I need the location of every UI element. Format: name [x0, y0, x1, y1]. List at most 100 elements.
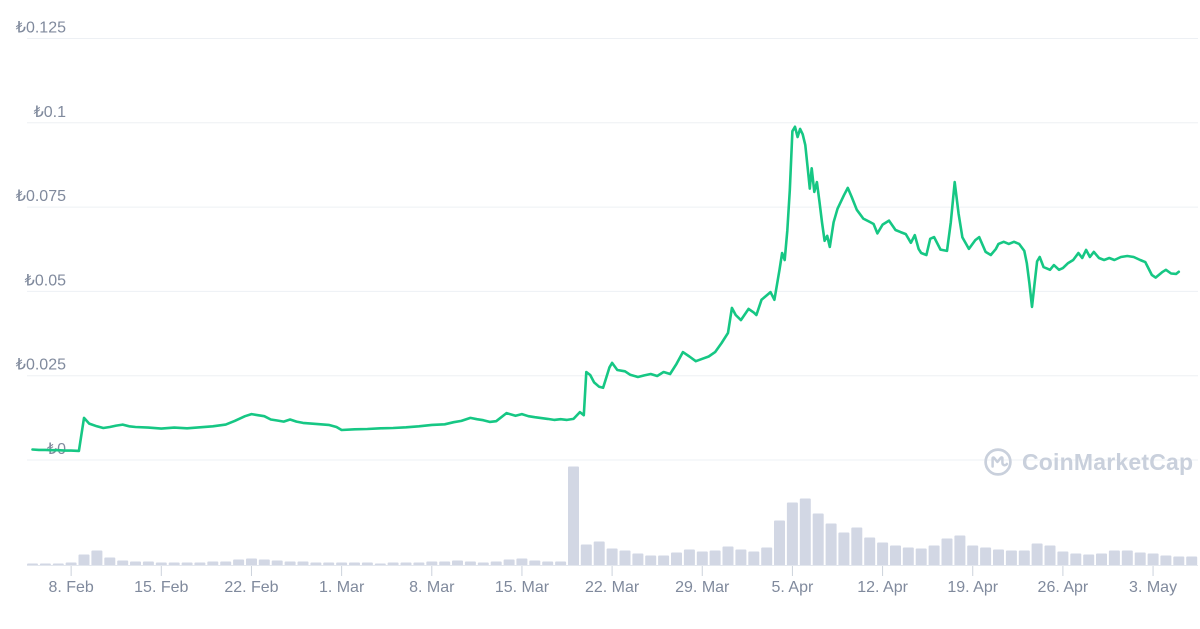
volume-bar[interactable] [516, 558, 528, 566]
volume-bar[interactable] [632, 553, 644, 566]
x-axis-label: 8. Feb [48, 579, 93, 596]
volume-bar[interactable] [941, 538, 953, 566]
volume-bar[interactable] [426, 561, 438, 566]
volume-bar[interactable] [387, 562, 399, 566]
volume-bar[interactable] [130, 561, 141, 566]
volume-bar[interactable] [1160, 555, 1172, 566]
volume-bar[interactable] [413, 562, 425, 566]
volume-bar[interactable] [928, 545, 940, 566]
volume-bar[interactable] [722, 546, 734, 566]
volume-bar[interactable] [220, 561, 232, 566]
x-axis-label: 19. Apr [947, 579, 998, 596]
volume-bar[interactable] [696, 551, 708, 566]
volume-bar[interactable] [1031, 543, 1043, 566]
volume-bar[interactable] [761, 547, 773, 566]
volume-bar[interactable] [361, 562, 373, 566]
volume-bar[interactable] [78, 554, 90, 566]
y-axis-label: ₺0.075 [16, 188, 66, 205]
volume-bar[interactable] [477, 562, 489, 566]
volume-bar[interactable] [825, 523, 837, 566]
x-axis-label: 1. Mar [319, 579, 365, 596]
volume-bar[interactable] [568, 466, 579, 566]
volume-bar[interactable] [774, 520, 785, 566]
volume-bar[interactable] [799, 498, 811, 566]
y-axis-label: ₺0.125 [16, 20, 66, 37]
volume-bar[interactable] [993, 549, 1004, 566]
volume-bar[interactable] [246, 558, 257, 566]
x-axis-label: 3. May [1129, 579, 1177, 596]
volume-bar[interactable] [323, 562, 335, 566]
volume-bar[interactable] [735, 549, 747, 566]
volume-bar[interactable] [1147, 553, 1159, 566]
volume-bar[interactable] [310, 562, 322, 566]
volume-bar[interactable] [155, 562, 167, 566]
price-line[interactable] [31, 125, 1181, 453]
volume-bar[interactable] [619, 550, 631, 566]
volume-bar[interactable] [593, 541, 605, 566]
volume-bar[interactable] [1005, 550, 1017, 566]
volume-bar[interactable] [233, 559, 245, 566]
y-axis-label: ₺0.05 [25, 272, 66, 289]
volume-bar[interactable] [400, 562, 412, 566]
volume-bar[interactable] [104, 557, 116, 566]
volume-bar[interactable] [91, 550, 103, 566]
y-axis-label: ₺0.1 [34, 104, 67, 121]
volume-bar[interactable] [1018, 550, 1030, 566]
volume-bar[interactable] [980, 547, 992, 566]
volume-bar[interactable] [1121, 550, 1133, 566]
volume-bar[interactable] [1096, 553, 1107, 566]
volume-bar[interactable] [671, 552, 682, 566]
volume-bar[interactable] [258, 559, 270, 566]
volume-bar[interactable] [439, 561, 451, 566]
volume-bar[interactable] [786, 502, 798, 566]
volume-bar[interactable] [349, 562, 360, 566]
volume-bar[interactable] [812, 513, 824, 566]
volume-bar[interactable] [284, 561, 296, 566]
volume-bar[interactable] [503, 559, 515, 566]
volume-bar[interactable] [645, 555, 657, 566]
volume-bar[interactable] [915, 548, 927, 566]
volume-bar[interactable] [877, 542, 889, 566]
volume-bar[interactable] [168, 562, 180, 566]
volume-bar[interactable] [336, 562, 348, 566]
volume-bar[interactable] [452, 560, 463, 566]
volume-bar[interactable] [902, 547, 914, 566]
volume-bar[interactable] [838, 532, 850, 566]
volume-bar[interactable] [683, 549, 695, 566]
volume-bar[interactable] [606, 548, 618, 566]
volume-bar[interactable] [658, 555, 670, 566]
volume-bar[interactable] [1044, 545, 1056, 566]
x-axis-label: 8. Mar [409, 579, 455, 596]
volume-bar[interactable] [1134, 552, 1146, 566]
volume-bar[interactable] [142, 561, 154, 566]
volume-bar[interactable] [709, 550, 721, 566]
volume-bar[interactable] [1186, 556, 1198, 566]
volume-bar[interactable] [207, 561, 219, 566]
volume-bar[interactable] [297, 561, 309, 566]
volume-bar[interactable] [580, 544, 592, 566]
volume-bar[interactable] [890, 545, 901, 566]
volume-bar[interactable] [490, 561, 502, 566]
volume-bar[interactable] [117, 560, 129, 566]
volume-bar[interactable] [1070, 553, 1082, 566]
volume-bar[interactable] [555, 561, 567, 566]
volume-bar[interactable] [851, 527, 863, 566]
volume-bar[interactable] [65, 562, 77, 566]
volume-bar[interactable] [529, 560, 541, 566]
x-axis-label: 22. Mar [585, 579, 640, 596]
volume-bar[interactable] [864, 537, 876, 566]
volume-bar[interactable] [967, 545, 979, 566]
volume-bar[interactable] [954, 535, 966, 566]
volume-bar[interactable] [181, 562, 193, 566]
volume-bar[interactable] [748, 551, 760, 566]
volume-bar[interactable] [1173, 556, 1185, 566]
volume-bar[interactable] [194, 562, 206, 566]
volume-bar[interactable] [1083, 554, 1095, 566]
volume-bar[interactable] [1057, 551, 1069, 566]
volume-bar[interactable] [542, 561, 554, 566]
volume-bar[interactable] [464, 561, 476, 566]
volume-bar[interactable] [1108, 550, 1120, 566]
volume-bar[interactable] [271, 560, 283, 566]
